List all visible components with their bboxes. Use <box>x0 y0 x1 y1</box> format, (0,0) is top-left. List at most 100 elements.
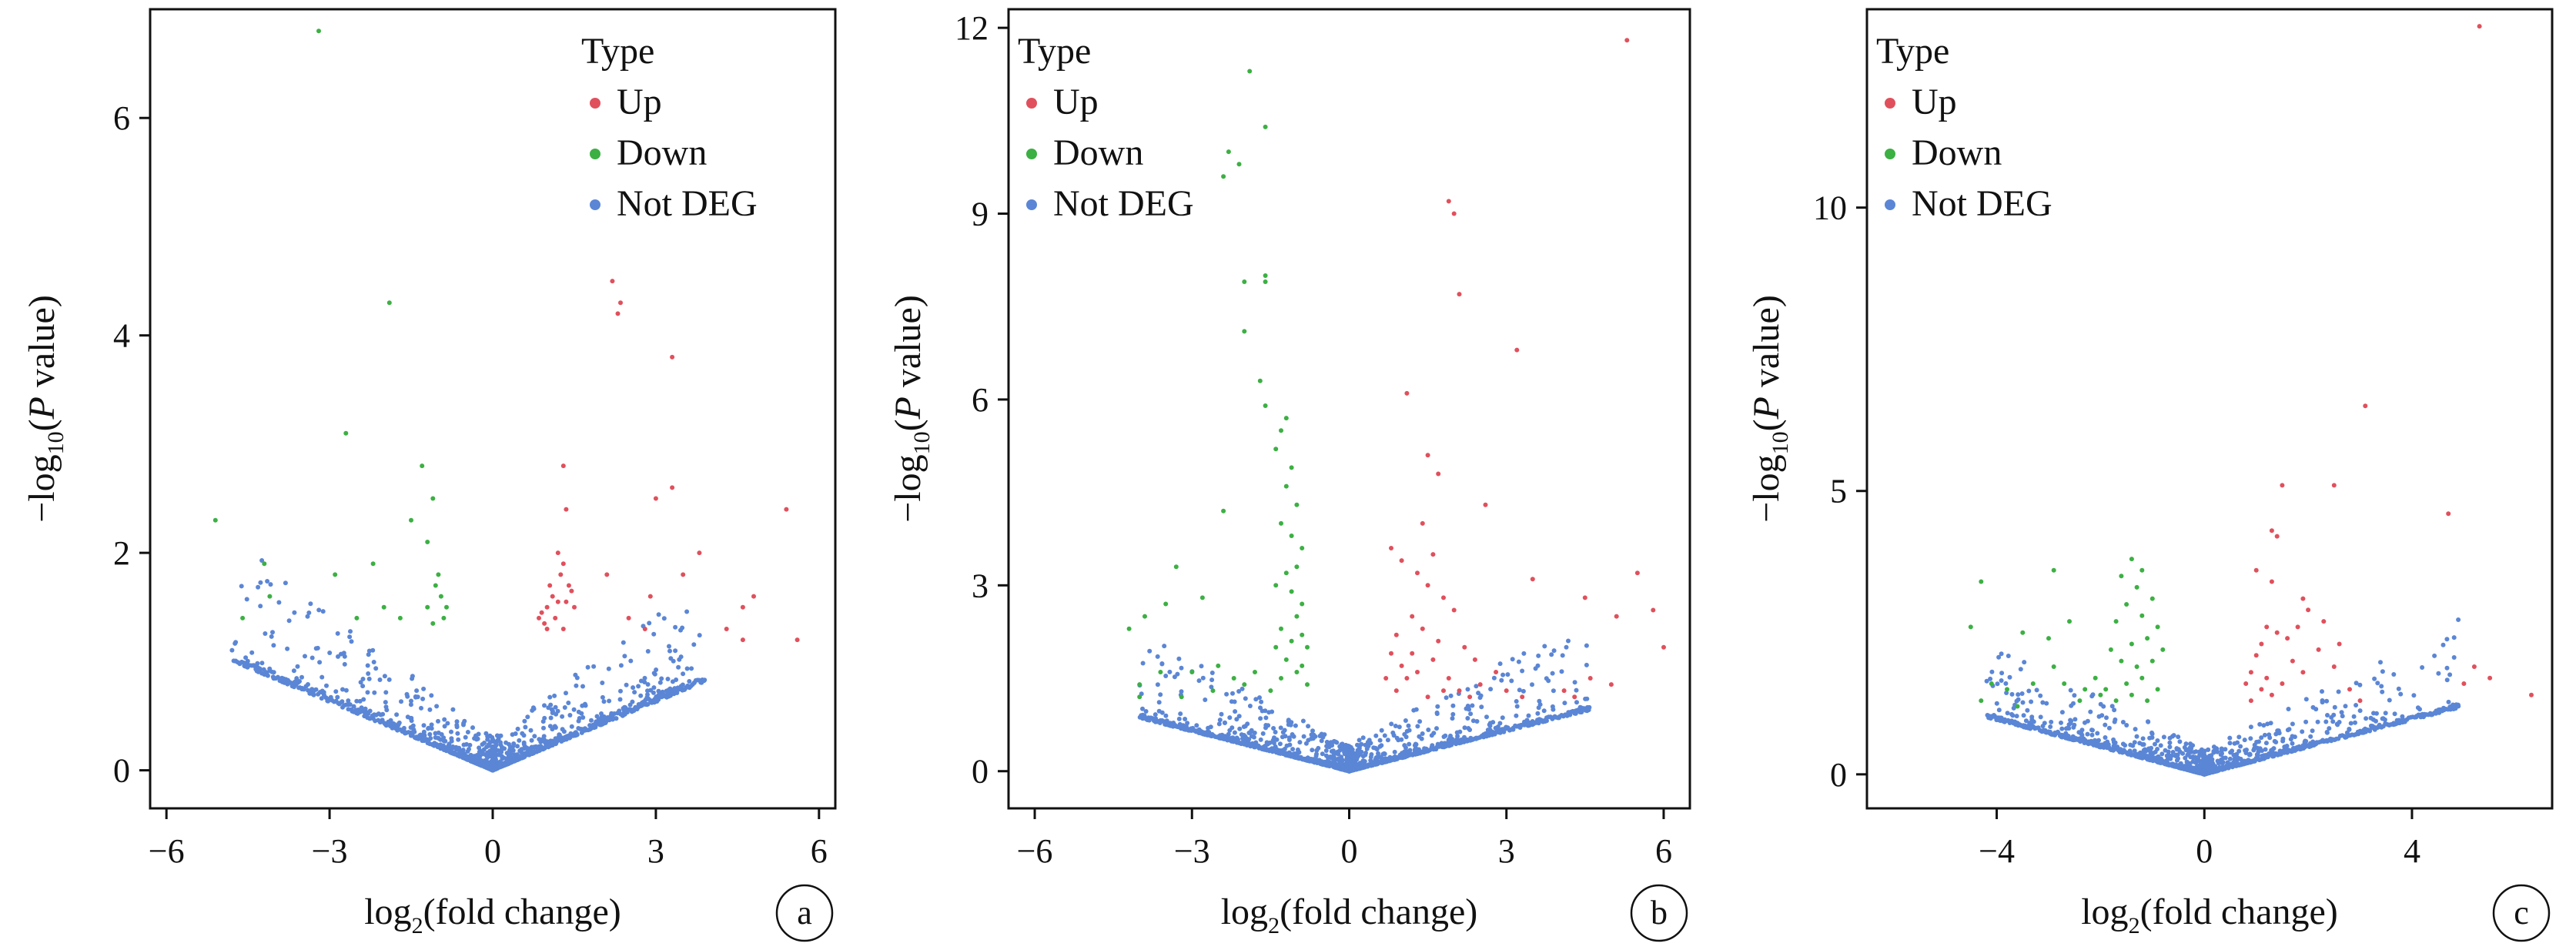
point-not-deg <box>599 711 604 716</box>
point-not-deg <box>2287 727 2292 732</box>
point-not-deg <box>541 725 546 731</box>
point-not-deg <box>342 654 347 659</box>
point-not-deg <box>1252 731 1257 735</box>
point-not-deg <box>460 748 465 754</box>
point-not-deg <box>348 629 353 634</box>
point-not-deg <box>2263 741 2269 746</box>
point-not-deg <box>1258 716 1263 721</box>
point-down <box>2119 658 2124 664</box>
point-not-deg <box>503 740 509 745</box>
point-up <box>539 610 544 615</box>
point-down <box>2145 636 2150 641</box>
point-not-deg <box>2156 754 2161 759</box>
point-not-deg <box>2330 719 2336 724</box>
point-not-deg <box>2290 741 2295 746</box>
point-down <box>1273 447 1279 452</box>
point-not-deg <box>642 680 647 684</box>
point-not-deg <box>434 704 440 709</box>
point-not-deg <box>1230 691 1235 696</box>
point-not-deg <box>560 727 565 732</box>
point-not-deg <box>652 671 657 677</box>
point-not-deg <box>541 734 547 739</box>
point-not-deg <box>1316 745 1321 751</box>
point-not-deg <box>1301 734 1306 739</box>
point-not-deg <box>2380 669 2385 674</box>
point-not-deg <box>576 718 581 724</box>
point-not-deg <box>2340 714 2345 719</box>
point-not-deg <box>1403 745 1408 751</box>
point-not-deg <box>2025 707 2030 713</box>
point-not-deg <box>1566 638 1571 644</box>
point-not-deg <box>1474 684 1479 689</box>
point-not-deg <box>1377 754 1383 760</box>
panel-label-circle <box>775 884 834 942</box>
point-not-deg <box>1467 707 1472 712</box>
point-not-deg <box>510 748 516 753</box>
point-down <box>240 615 246 621</box>
point-not-deg <box>1363 742 1368 748</box>
point-not-deg <box>458 751 463 757</box>
point-down <box>2119 574 2124 579</box>
point-not-deg <box>537 737 542 742</box>
point-not-deg <box>1271 726 1276 731</box>
point-not-deg <box>427 707 433 712</box>
point-not-deg <box>1394 735 1400 741</box>
point-not-deg <box>2018 667 2023 672</box>
point-up <box>2248 670 2253 675</box>
point-not-deg <box>1203 697 1208 702</box>
point-not-deg <box>1379 728 1384 733</box>
point-not-deg <box>423 737 429 742</box>
point-not-deg <box>2387 697 2392 703</box>
point-down <box>2051 567 2056 573</box>
point-not-deg <box>338 651 343 657</box>
point-not-deg <box>567 713 573 718</box>
point-up <box>2243 681 2249 686</box>
point-not-deg <box>2447 672 2453 677</box>
point-not-deg <box>2223 755 2228 761</box>
legend-label: Not DEG <box>617 183 758 224</box>
point-not-deg <box>429 722 434 728</box>
point-not-deg <box>1490 720 1496 725</box>
point-not-deg <box>1331 754 1337 759</box>
point-down <box>1137 694 1142 700</box>
point-not-deg <box>2173 752 2179 758</box>
point-not-deg <box>2038 714 2043 720</box>
point-not-deg <box>429 726 434 731</box>
point-not-deg <box>701 678 707 684</box>
point-not-deg <box>1470 703 1475 708</box>
point-not-deg <box>259 558 265 563</box>
point-not-deg <box>1488 687 1494 692</box>
point-down <box>316 28 321 34</box>
point-not-deg <box>1373 755 1379 761</box>
point-not-deg <box>1584 643 1589 648</box>
point-not-deg <box>2223 747 2228 752</box>
point-not-deg <box>1465 704 1470 708</box>
point-not-deg <box>365 690 370 695</box>
point-up <box>550 594 555 599</box>
point-not-deg <box>335 631 340 636</box>
legend-marker-not-deg <box>590 199 601 210</box>
point-not-deg <box>1328 740 1333 745</box>
point-down <box>2030 681 2036 686</box>
point-not-deg <box>2183 741 2189 747</box>
point-not-deg <box>429 693 434 698</box>
point-not-deg <box>386 719 391 724</box>
point-not-deg <box>1379 743 1384 748</box>
point-up <box>2461 681 2467 686</box>
point-not-deg <box>673 648 678 654</box>
point-not-deg <box>2255 745 2260 751</box>
point-down <box>1173 564 1179 570</box>
point-not-deg <box>316 691 321 697</box>
point-not-deg <box>491 758 497 762</box>
legend-title: Type <box>581 31 654 72</box>
point-not-deg <box>371 660 376 664</box>
point-not-deg <box>586 728 590 733</box>
point-not-deg <box>1392 749 1397 754</box>
point-up <box>1389 651 1393 656</box>
point-not-deg <box>286 618 292 624</box>
point-not-deg <box>258 580 263 585</box>
point-not-deg <box>2417 707 2422 712</box>
point-not-deg <box>2290 721 2295 727</box>
point-up <box>544 627 550 631</box>
point-not-deg <box>409 715 414 721</box>
